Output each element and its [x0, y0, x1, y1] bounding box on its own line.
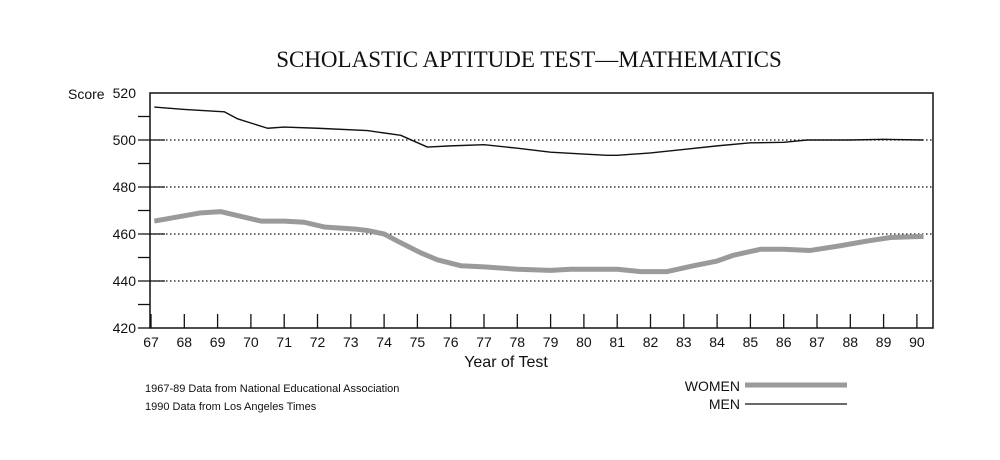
x-tick-label: 80	[576, 334, 592, 350]
x-tick-label: 72	[310, 334, 326, 350]
x-tick-label: 68	[177, 334, 193, 350]
x-tick-label: 71	[276, 334, 292, 350]
x-tick-label: 76	[443, 334, 459, 350]
x-tick-label: 87	[809, 334, 825, 350]
x-tick-label: 89	[876, 334, 892, 350]
x-tick-label: 69	[210, 334, 226, 350]
y-tick-label: 500	[113, 132, 137, 148]
x-tick-label: 82	[643, 334, 659, 350]
y-tick-label: 480	[113, 179, 137, 195]
source-note-2: 1990 Data from Los Angeles Times	[145, 401, 317, 413]
x-axis-label: Year of Test	[464, 354, 548, 371]
x-tick-label: 78	[510, 334, 526, 350]
y-tick-label: 440	[113, 273, 137, 289]
x-tick-label: 88	[843, 334, 859, 350]
x-tick-label: 73	[343, 334, 359, 350]
x-tick-label: 81	[609, 334, 625, 350]
chart-title: SCHOLASTIC APTITUDE TEST—MATHEMATICS	[276, 47, 782, 72]
legend-label-men: MEN	[709, 396, 740, 412]
x-tick-label: 84	[709, 334, 725, 350]
x-tick-label: 85	[743, 334, 759, 350]
x-tick-label: 67	[143, 334, 159, 350]
y-tick-label: 420	[113, 320, 137, 336]
x-tick-label: 70	[243, 334, 259, 350]
x-tick-label: 77	[476, 334, 492, 350]
series-line-men	[154, 106, 924, 156]
series-line-women	[153, 209, 924, 275]
x-tick-label: 86	[776, 334, 792, 350]
y-axis-label: Score	[68, 86, 105, 102]
y-tick-label: 520	[113, 85, 137, 101]
x-tick-label: 75	[410, 334, 426, 350]
x-tick-label: 83	[676, 334, 692, 350]
y-tick-label: 460	[113, 226, 137, 242]
x-tick-label: 74	[376, 334, 392, 350]
x-tick-label: 79	[543, 334, 559, 350]
source-note-1: 1967-89 Data from National Educational A…	[145, 383, 399, 395]
legend-label-women: WOMEN	[685, 378, 740, 394]
x-tick-label: 90	[909, 334, 925, 350]
